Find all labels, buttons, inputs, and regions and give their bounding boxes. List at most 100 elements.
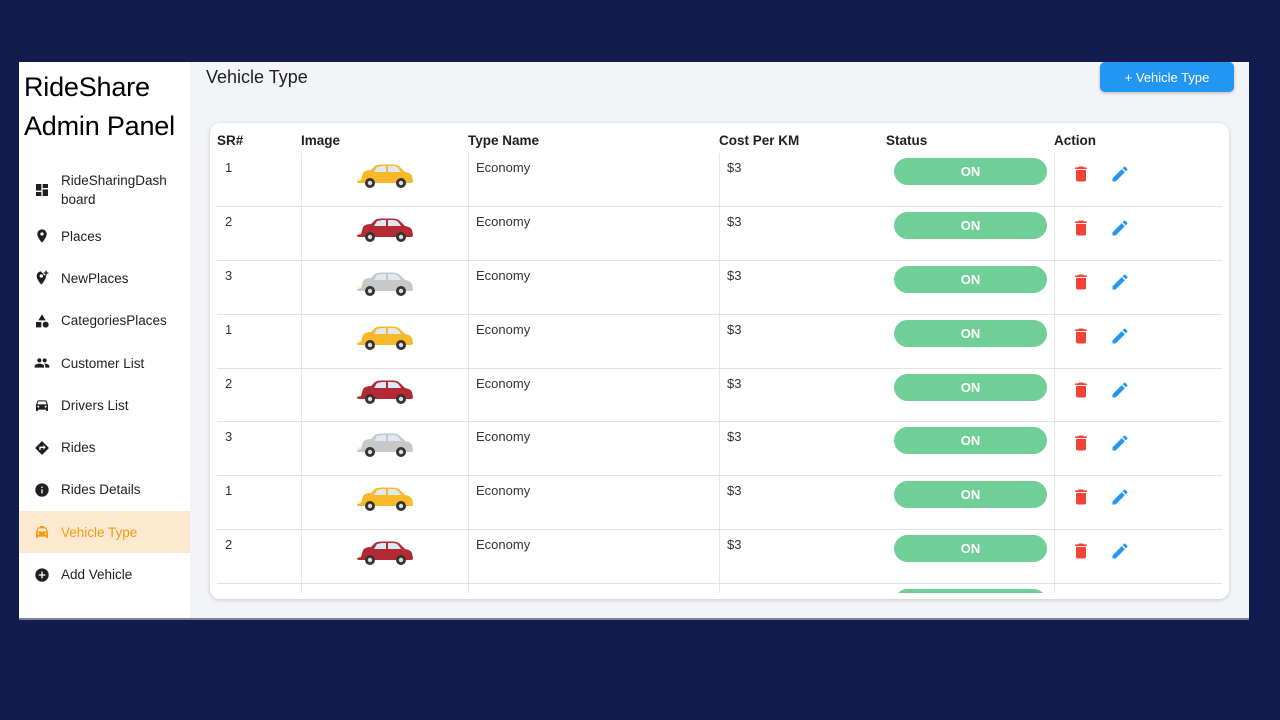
edit-icon[interactable] [1110,218,1130,238]
delete-icon[interactable] [1071,272,1091,292]
cost-per-km: $3 [727,160,742,175]
column-divider [468,206,469,260]
column-divider [719,206,720,260]
cost-per-km: $3 [727,483,742,499]
vehicle-image [355,163,415,194]
status-toggle[interactable]: ON [894,589,1047,593]
sidebar-item-rides-details[interactable]: Rides Details [19,469,190,511]
cost-per-km: $3 [727,591,741,593]
sidebar-item-add-vehicle[interactable]: Add Vehicle [19,553,190,595]
sidebar-item-drivers-list[interactable]: Drivers List [19,384,190,426]
delete-icon[interactable] [1071,380,1091,400]
sidebar-item-label: Add Vehicle [61,567,133,583]
type-name: Economy [476,429,531,445]
table-row: 2 Economy $3 ON [217,530,1222,585]
vehicle-image [355,379,415,410]
cost-per-km: $3 [727,537,742,553]
column-divider [719,368,720,422]
page-title: Vehicle Type [206,67,308,87]
sidebar-item-label: CategoriesPlaces [61,313,167,329]
vehicle-image [355,486,415,517]
status-toggle[interactable]: ON [894,427,1047,455]
sr-number: 1 [225,483,233,499]
status-toggle[interactable]: ON [894,319,1047,347]
sidebar-item-places[interactable]: Places [19,215,190,257]
column-divider [468,584,469,593]
column-header-type-name: Type Name [468,133,540,148]
vehicle-image [355,217,415,248]
sidebar-item-label: NewPlaces [61,270,129,286]
taxi-icon [34,524,50,540]
delete-icon[interactable] [1071,326,1091,346]
sidebar-item-label: Rides [61,440,96,456]
place-icon [34,228,50,244]
column-divider [719,584,720,593]
delete-icon[interactable] [1071,487,1091,507]
column-divider [719,153,720,206]
type-name: Economy [476,321,531,337]
column-divider [468,476,469,530]
sidebar-nav: RideSharingDash board Places NewPlaces Categ… [19,165,190,596]
sr-number: 3 [225,267,233,283]
column-header-image: Image [301,133,341,148]
edit-icon[interactable] [1110,433,1130,453]
delete-icon[interactable] [1071,164,1091,184]
cost-per-km: $3 [727,429,742,445]
column-divider [719,314,720,368]
category-icon [34,313,50,329]
sidebar-item-categoriesplaces[interactable]: CategoriesPlaces [19,300,190,342]
edit-icon[interactable] [1110,272,1130,292]
column-divider [301,530,302,584]
status-toggle[interactable]: ON [894,265,1047,293]
table-row: 3 Economy $3 ON [217,422,1222,477]
car-icon [34,397,50,413]
sr-number: 2 [225,537,233,553]
vehicle-image [355,432,415,463]
column-header-status: Status [886,133,928,148]
brand-line-2: Admin Panel [24,111,175,141]
column-divider [719,476,720,530]
column-divider [1054,368,1055,422]
status-toggle[interactable]: ON [894,211,1047,239]
type-name: Economy [476,591,530,593]
status-toggle[interactable]: ON [894,481,1047,509]
type-name: Economy [476,537,531,553]
status-toggle[interactable]: ON [894,158,1047,185]
sidebar-item-customer-list[interactable]: Customer List [19,342,190,384]
add-vehicle-type-button[interactable]: + Vehicle Type [1100,62,1234,92]
sidebar-item-rides[interactable]: Rides [19,426,190,468]
type-name: Economy [476,375,531,391]
table-row: 2 Economy $3 ON [217,206,1222,261]
directions-icon [34,440,50,456]
column-divider [468,314,469,368]
delete-icon[interactable] [1071,433,1091,453]
column-divider [468,422,469,476]
edit-icon[interactable] [1110,487,1130,507]
label-line-2: board [61,192,96,207]
sidebar-item-ridesharingdashboard[interactable]: RideSharingDash board [19,165,190,215]
add-location-icon [34,270,50,286]
vehicle-image [355,325,415,356]
status-toggle[interactable]: ON [894,535,1047,563]
column-divider [468,368,469,422]
status-toggle[interactable]: ON [894,373,1047,401]
table-row: 1 Economy $3 ON [217,476,1222,531]
column-header-sr: SR# [217,133,244,148]
sidebar: RideShare Admin Panel RideSharingDash boa… [19,62,190,620]
edit-icon[interactable] [1110,380,1130,400]
column-divider [1054,260,1055,314]
sr-number: 1 [225,160,233,175]
column-divider [301,584,302,593]
edit-icon[interactable] [1110,164,1130,184]
vehicle-type-table: SR# Image Type Name Cost Per KM Status Action… [217,131,1222,593]
column-divider [1054,206,1055,260]
sidebar-item-newplaces[interactable]: NewPlaces [19,257,190,299]
table-row: 3 Economy $3 ON [217,584,1222,593]
delete-icon[interactable] [1071,218,1091,238]
delete-icon[interactable] [1071,541,1091,561]
column-header-cost-per-km: Cost Per KM [719,133,800,148]
sidebar-item-vehicle-type[interactable]: Vehicle Type [19,511,190,554]
column-divider [1054,422,1055,476]
edit-icon[interactable] [1110,541,1130,561]
edit-icon[interactable] [1110,326,1130,346]
